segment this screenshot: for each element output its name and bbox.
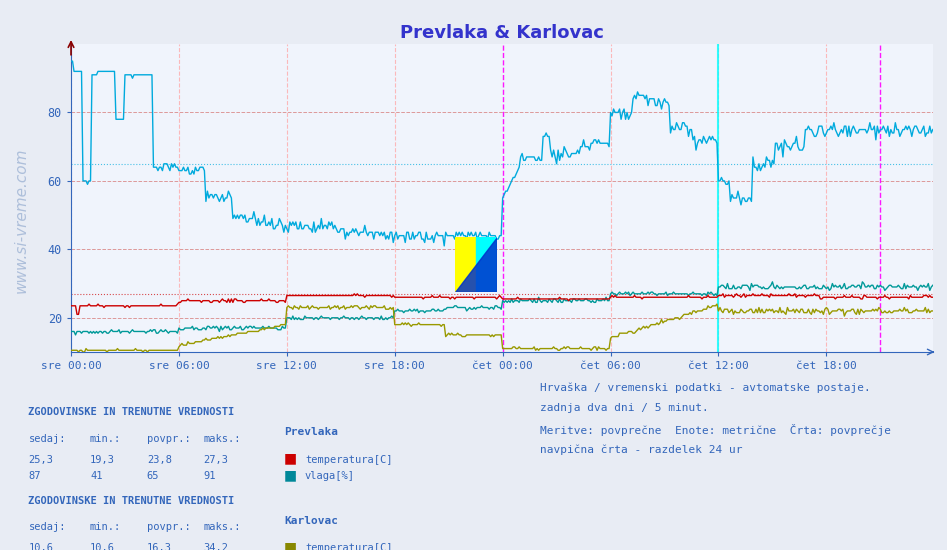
Text: Prevlaka: Prevlaka: [284, 427, 338, 437]
Text: min.:: min.:: [90, 433, 121, 444]
Text: zadnja dva dni / 5 minut.: zadnja dva dni / 5 minut.: [540, 403, 708, 413]
Text: navpična črta - razdelek 24 ur: navpična črta - razdelek 24 ur: [540, 445, 742, 455]
Text: 65: 65: [147, 471, 159, 481]
Text: 19,3: 19,3: [90, 454, 115, 465]
Text: ■: ■: [284, 452, 297, 465]
Text: 41: 41: [90, 471, 102, 481]
Bar: [476, 236, 497, 292]
Text: Karlovac: Karlovac: [284, 515, 338, 526]
Text: temperatura[C]: temperatura[C]: [305, 454, 392, 465]
Text: 16,3: 16,3: [147, 543, 171, 550]
Text: 10,6: 10,6: [90, 543, 115, 550]
Text: temperatura[C]: temperatura[C]: [305, 543, 392, 550]
Text: ■: ■: [284, 468, 297, 482]
Text: 91: 91: [204, 471, 216, 481]
Text: maks.:: maks.:: [204, 522, 241, 532]
Text: 27,3: 27,3: [204, 454, 228, 465]
Polygon shape: [455, 236, 497, 292]
Text: 34,2: 34,2: [204, 543, 228, 550]
Text: povpr.:: povpr.:: [147, 522, 190, 532]
Title: Prevlaka & Karlovac: Prevlaka & Karlovac: [400, 24, 604, 42]
Text: min.:: min.:: [90, 522, 121, 532]
Text: sedaj:: sedaj:: [28, 522, 66, 532]
Text: 23,8: 23,8: [147, 454, 171, 465]
Text: maks.:: maks.:: [204, 433, 241, 444]
Text: ■: ■: [284, 540, 297, 550]
Text: 87: 87: [28, 471, 41, 481]
Text: ZGODOVINSKE IN TRENUTNE VREDNOSTI: ZGODOVINSKE IN TRENUTNE VREDNOSTI: [28, 407, 235, 417]
Text: www.si-vreme.com: www.si-vreme.com: [13, 147, 28, 293]
Bar: [455, 236, 476, 292]
Text: Hrvaška / vremenski podatki - avtomatske postaje.: Hrvaška / vremenski podatki - avtomatske…: [540, 382, 870, 393]
Text: povpr.:: povpr.:: [147, 433, 190, 444]
Text: Meritve: povprečne  Enote: metrične  Črta: povprečje: Meritve: povprečne Enote: metrične Črta:…: [540, 424, 891, 436]
Text: 10,6: 10,6: [28, 543, 53, 550]
Text: 25,3: 25,3: [28, 454, 53, 465]
Text: sedaj:: sedaj:: [28, 433, 66, 444]
Text: vlaga[%]: vlaga[%]: [305, 471, 355, 481]
Text: ZGODOVINSKE IN TRENUTNE VREDNOSTI: ZGODOVINSKE IN TRENUTNE VREDNOSTI: [28, 496, 235, 506]
